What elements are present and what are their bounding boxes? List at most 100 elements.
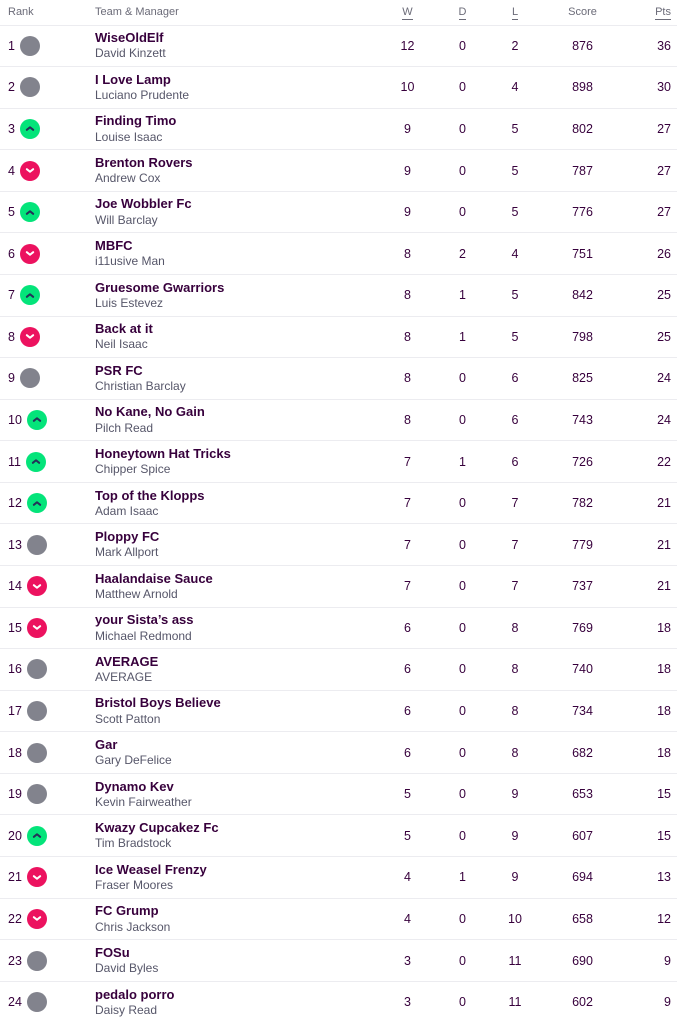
- team-cell: AVERAGE AVERAGE: [95, 648, 380, 691]
- points-cell: 12: [625, 897, 677, 940]
- rank-number: 1: [8, 38, 15, 53]
- header-rank: Rank: [8, 6, 34, 19]
- team-name[interactable]: WiseOldElf: [95, 30, 164, 46]
- score-cell: 743: [540, 398, 625, 441]
- table-row[interactable]: 22 FC Grump Chris Jackson 4 0 10 658 12: [0, 897, 677, 940]
- draws-cell: 0: [435, 731, 490, 774]
- draws-cell: 0: [435, 398, 490, 441]
- rank-wrap: 18: [8, 742, 95, 763]
- table-row[interactable]: 13 Ploppy FC Mark Allport 7 0 7 779 21: [0, 523, 677, 566]
- losses-cell: 9: [490, 772, 540, 815]
- rank-cell: 19: [0, 772, 95, 815]
- team-name[interactable]: No Kane, No Gain: [95, 404, 205, 420]
- losses-cell: 5: [490, 315, 540, 358]
- header-draws-label: D: [458, 6, 467, 21]
- table-row[interactable]: 23 FOSu David Byles 3 0 11 690 9: [0, 939, 677, 982]
- wins-cell: 6: [380, 648, 435, 691]
- team-cell: Gar Gary DeFelice: [95, 731, 380, 774]
- draws-cell: 0: [435, 66, 490, 109]
- table-row[interactable]: 20 Kwazy Cupcakez Fc Tim Bradstock 5 0 9 607 15: [0, 814, 677, 857]
- chevron-up-icon: [25, 126, 35, 132]
- table-row[interactable]: 8 Back at it Neil Isaac 8 1 5 798 25: [0, 315, 677, 358]
- team-name[interactable]: Finding Timo: [95, 113, 177, 129]
- rank-wrap: 3: [8, 118, 95, 139]
- table-row[interactable]: 9 PSR FC Christian Barclay 8 0 6 825 24: [0, 357, 677, 400]
- table-row[interactable]: 24 pedalo porro Daisy Read 3 0 11 602 9: [0, 980, 677, 1023]
- rank-same-icon: [26, 950, 47, 971]
- manager-name: Scott Patton: [95, 711, 161, 726]
- team-name[interactable]: Kwazy Cupcakez Fc: [95, 820, 219, 836]
- team-cell: I Love Lamp Luciano Prudente: [95, 66, 380, 109]
- team-name[interactable]: MBFC: [95, 238, 133, 254]
- wins-cell: 4: [380, 897, 435, 940]
- team-name[interactable]: Brenton Rovers: [95, 154, 193, 170]
- team-name[interactable]: PSR FC: [95, 362, 143, 378]
- table-row[interactable]: 12 Top of the Klopps Adam Isaac 7 0 7 782 21: [0, 481, 677, 524]
- table-row[interactable]: 1 WiseOldElf David Kinzett 12 0 2 876 36: [0, 24, 677, 67]
- manager-name: Gary DeFelice: [95, 753, 172, 768]
- table-row[interactable]: 5 Joe Wobbler Fc Will Barclay 9 0 5 776 27: [0, 190, 677, 233]
- team-name[interactable]: Dynamo Kev: [95, 778, 174, 794]
- team-name[interactable]: Ice Weasel Frenzy: [95, 861, 207, 877]
- losses-cell: 6: [490, 357, 540, 400]
- rank-number: 3: [8, 121, 15, 136]
- table-row[interactable]: 4 Brenton Rovers Andrew Cox 9 0 5 787 27: [0, 149, 677, 192]
- team-name[interactable]: Joe Wobbler Fc: [95, 196, 192, 212]
- rank-wrap: 6: [8, 243, 95, 264]
- table-row[interactable]: 18 Gar Gary DeFelice 6 0 8 682 18: [0, 731, 677, 774]
- table-row[interactable]: 3 Finding Timo Louise Isaac 9 0 5 802 27: [0, 107, 677, 150]
- team-name[interactable]: FOSu: [95, 944, 130, 960]
- team-name[interactable]: your Sista’s ass: [95, 612, 194, 628]
- wins-cell: 8: [380, 315, 435, 358]
- table-row[interactable]: 16 AVERAGE AVERAGE 6 0 8 740 18: [0, 648, 677, 691]
- team-name[interactable]: Haalandaise Sauce: [95, 570, 213, 586]
- points-cell: 18: [625, 731, 677, 774]
- rank-wrap: 20: [8, 825, 95, 846]
- manager-name: Luis Estevez: [95, 295, 164, 310]
- rank-wrap: 5: [8, 202, 95, 223]
- table-row[interactable]: 11 Honeytown Hat Tricks Chipper Spice 7 1 6 72…: [0, 440, 677, 483]
- team-name[interactable]: Bristol Boys Believe: [95, 695, 221, 711]
- losses-cell: 7: [490, 523, 540, 566]
- rank-number: 19: [8, 787, 22, 802]
- rank-number: 8: [8, 329, 15, 344]
- table-row[interactable]: 7 Gruesome Gwarriors Luis Estevez 8 1 5 842 25: [0, 273, 677, 317]
- rank-down-icon: [19, 326, 40, 347]
- rank-wrap: 21: [8, 867, 95, 888]
- table-row[interactable]: 14 Haalandaise Sauce Matthew Arnold 7 0 7 737 2…: [0, 565, 677, 608]
- team-name[interactable]: FC Grump: [95, 903, 159, 919]
- team-name[interactable]: Top of the Klopps: [95, 487, 205, 503]
- table-row[interactable]: 15 your Sista’s ass Michael Redmond 6 0 8 769 1…: [0, 606, 677, 649]
- team-name[interactable]: pedalo porro: [95, 986, 175, 1002]
- draws-cell: 0: [435, 689, 490, 732]
- losses-cell: 11: [490, 980, 540, 1023]
- team-cell: Top of the Klopps Adam Isaac: [95, 481, 380, 524]
- table-body: 1 WiseOldElf David Kinzett 12 0 2 876 36 2 I Love…: [0, 24, 677, 1023]
- manager-name: Chipper Spice: [95, 462, 171, 477]
- draws-cell: 0: [435, 814, 490, 857]
- rank-cell: 5: [0, 190, 95, 233]
- table-row[interactable]: 21 Ice Weasel Frenzy Fraser Moores 4 1 9 694 13: [0, 856, 677, 899]
- team-name[interactable]: Gar: [95, 736, 118, 752]
- points-cell: 9: [625, 939, 677, 982]
- chevron-down-icon: [25, 168, 35, 173]
- wins-cell: 7: [380, 523, 435, 566]
- team-name[interactable]: Honeytown Hat Tricks: [95, 445, 231, 461]
- team-name[interactable]: AVERAGE: [95, 653, 159, 669]
- table-row[interactable]: 10 No Kane, No Gain Pilch Read 8 0 6 743 24: [0, 398, 677, 441]
- team-name[interactable]: Ploppy FC: [95, 529, 160, 545]
- points-cell: 21: [625, 481, 677, 524]
- wins-cell: 5: [380, 772, 435, 815]
- table-row[interactable]: 17 Bristol Boys Believe Scott Patton 6 0 8 734…: [0, 689, 677, 732]
- table-row[interactable]: 19 Dynamo Kev Kevin Fairweather 5 0 9 653 15: [0, 772, 677, 815]
- table-row[interactable]: 6 MBFC i11usive Man 8 2 4 751 26: [0, 232, 677, 275]
- rank-number: 22: [8, 911, 22, 926]
- team-name[interactable]: I Love Lamp: [95, 71, 171, 87]
- rank-cell: 16: [0, 648, 95, 691]
- team-name[interactable]: Gruesome Gwarriors: [95, 279, 225, 295]
- team-name[interactable]: Back at it: [95, 321, 153, 337]
- team-cell: No Kane, No Gain Pilch Read: [95, 398, 380, 441]
- rank-number: 17: [8, 704, 22, 719]
